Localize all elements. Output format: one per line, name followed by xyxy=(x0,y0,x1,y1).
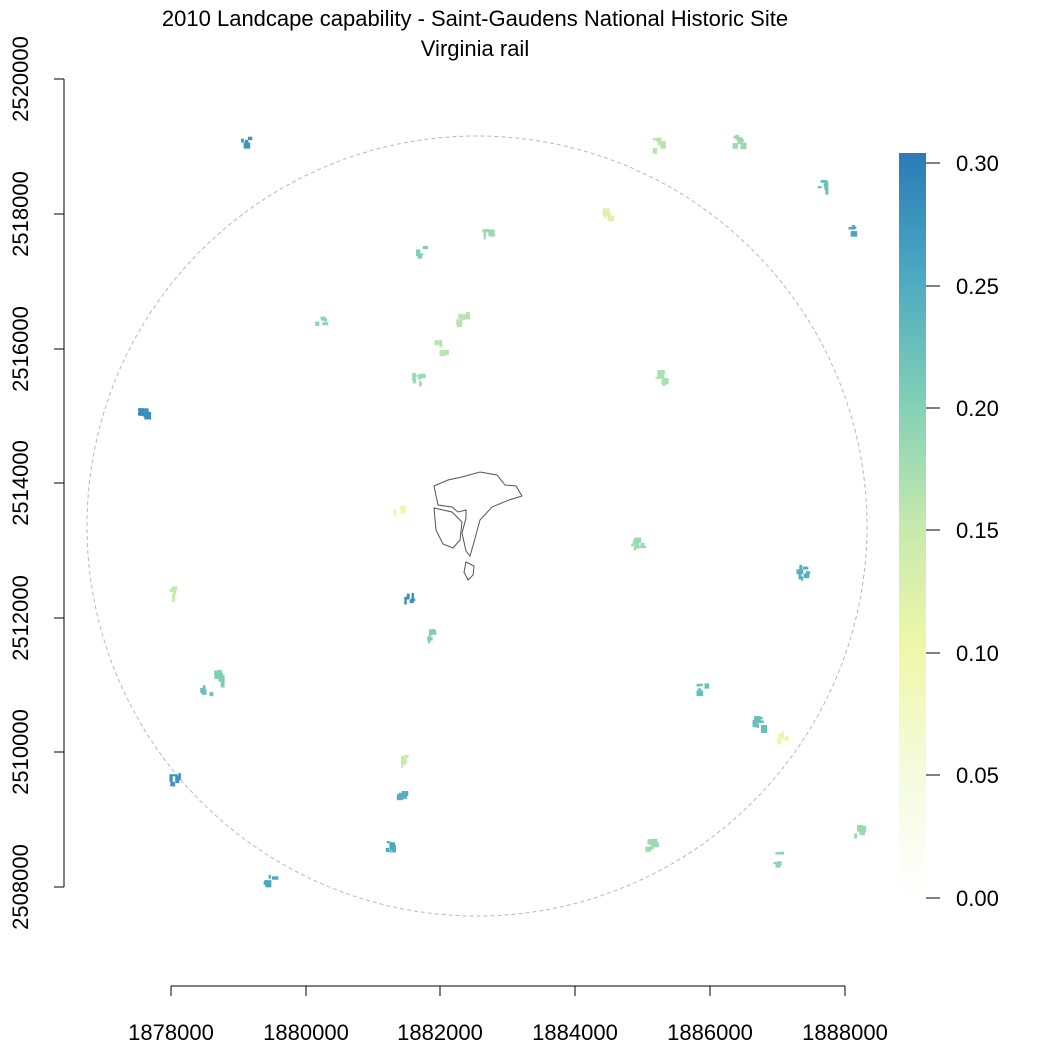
habitat-patch xyxy=(652,137,666,154)
map-subtitle: Virginia rail xyxy=(420,36,530,61)
capability-patches xyxy=(137,134,867,888)
y-tick-label: 2518000 xyxy=(8,171,33,257)
habitat-patch xyxy=(214,669,225,688)
legend-tick-label: 0.15 xyxy=(956,518,999,543)
study-area-buffer xyxy=(86,135,868,917)
habitat-patch xyxy=(416,245,429,259)
habitat-patch xyxy=(427,629,437,644)
habitat-patch xyxy=(385,840,396,853)
legend: 0.00 0.05 0.10 0.15 0.20 0.25 0.30 xyxy=(899,151,999,911)
habitat-patch xyxy=(773,851,785,868)
habitat-patch xyxy=(396,791,409,801)
x-tick-label: 1882000 xyxy=(397,1020,483,1045)
habitat-patch xyxy=(412,372,426,387)
habitat-patch xyxy=(631,537,647,551)
y-tick-label: 2510000 xyxy=(8,709,33,795)
habitat-patch xyxy=(404,592,416,605)
legend-tick-label: 0.10 xyxy=(956,641,999,666)
habitat-patch xyxy=(645,838,659,852)
habitat-patch xyxy=(848,225,858,237)
habitat-patch xyxy=(315,316,329,326)
y-tick-label: 2516000 xyxy=(8,306,33,392)
y-tick-label: 2520000 xyxy=(8,36,33,122)
habitat-patch xyxy=(776,730,789,745)
habitat-patch xyxy=(655,370,669,386)
x-tick-label: 1880000 xyxy=(263,1020,349,1045)
habitat-patch xyxy=(200,685,214,697)
habitat-patch xyxy=(393,505,406,516)
x-tick-label: 1888000 xyxy=(802,1020,888,1045)
legend-tick-label: 0.05 xyxy=(956,763,999,788)
y-tick-label: 2512000 xyxy=(8,575,33,661)
habitat-patch xyxy=(602,208,615,222)
y-tick-label: 2514000 xyxy=(8,440,33,526)
habitat-patch xyxy=(817,180,829,195)
habitat-patch xyxy=(241,136,253,149)
legend-tick-label: 0.30 xyxy=(956,151,999,176)
habitat-patch xyxy=(169,586,178,602)
habitat-patch xyxy=(434,339,449,357)
legend-tick-label: 0.20 xyxy=(956,396,999,421)
habitat-patch xyxy=(400,754,409,768)
legend-tick-label: 0.25 xyxy=(956,274,999,299)
x-tick-label: 1878000 xyxy=(128,1020,214,1045)
habitat-patch xyxy=(263,875,279,888)
habitat-patch xyxy=(854,824,867,839)
y-axis: 2508000 2510000 2512000 2514000 2516000 … xyxy=(8,36,65,930)
x-axis: 1878000 1880000 1882000 1884000 1886000 … xyxy=(128,985,888,1045)
habitat-patch xyxy=(456,312,471,328)
park-boundary xyxy=(433,471,523,581)
x-tick-label: 1886000 xyxy=(667,1020,753,1045)
habitat-patch xyxy=(169,773,181,787)
x-tick-label: 1884000 xyxy=(532,1020,618,1045)
habitat-patch xyxy=(732,134,747,150)
habitat-patch xyxy=(482,229,495,240)
legend-tick-label: 0.00 xyxy=(956,886,999,911)
map-title: 2010 Landcape capability - Saint-Gaudens… xyxy=(161,6,789,31)
legend-color-bar xyxy=(899,153,926,898)
habitat-patch xyxy=(796,564,811,581)
habitat-patch xyxy=(137,408,152,420)
y-tick-label: 2508000 xyxy=(8,844,33,930)
habitat-patch xyxy=(696,683,710,697)
habitat-patch xyxy=(752,716,768,733)
